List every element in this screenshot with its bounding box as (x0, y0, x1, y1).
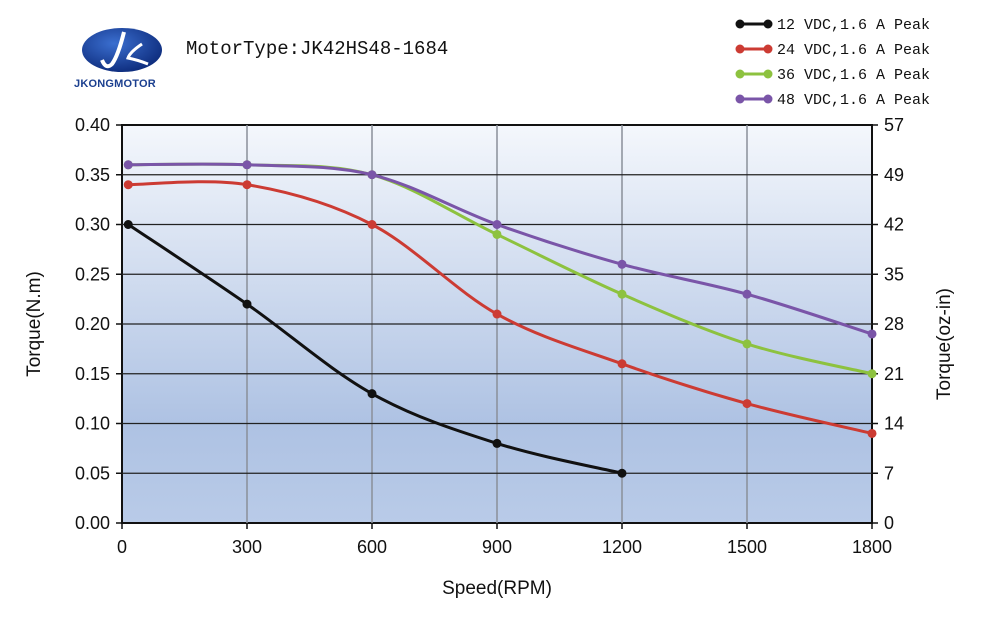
x-tick-label: 300 (232, 537, 262, 557)
data-point (867, 329, 877, 339)
data-point (742, 339, 752, 349)
y-tick-label: 0.20 (75, 314, 110, 334)
legend-marker (735, 19, 745, 29)
x-tick-label: 600 (357, 537, 387, 557)
y2-tick-label: 7 (884, 463, 894, 483)
data-point (617, 359, 627, 369)
x-tick-label: 1200 (602, 537, 642, 557)
y2-tick-label: 14 (884, 414, 904, 434)
y-tick-label: 0.30 (75, 215, 110, 235)
data-point (367, 170, 377, 180)
legend-entry: 48 VDC,1.6 A Peak (777, 92, 930, 109)
legend-entry: 24 VDC,1.6 A Peak (777, 42, 930, 59)
data-point (742, 399, 752, 409)
data-point (242, 160, 252, 170)
y-tick-label: 0.35 (75, 165, 110, 185)
y-tick-label: 0.10 (75, 414, 110, 434)
x-tick-label: 1800 (852, 537, 892, 557)
data-point (742, 289, 752, 299)
legend-marker (735, 69, 745, 79)
logo-text: JKONGMOTOR (74, 78, 156, 90)
y2-tick-label: 57 (884, 115, 904, 135)
chart-title: MotorType:JK42HS48-1684 (186, 38, 449, 60)
series-3 (123, 160, 877, 339)
data-point (867, 428, 877, 438)
y-tick-label: 0.25 (75, 264, 110, 284)
series-1 (123, 180, 877, 438)
data-point (367, 389, 377, 399)
y2-tick-label: 42 (884, 215, 904, 235)
y-tick-label: 0.00 (75, 513, 110, 533)
x-tick-label: 900 (482, 537, 512, 557)
data-point (242, 299, 252, 309)
legend-marker (763, 94, 773, 104)
data-point (492, 229, 502, 239)
data-point (242, 180, 252, 190)
data-point (123, 180, 133, 190)
y-axis-label: Torque(N.m) (24, 271, 45, 377)
data-point (617, 468, 627, 478)
legend-marker (763, 44, 773, 54)
data-point (123, 160, 133, 170)
x-tick-label: 0 (117, 537, 127, 557)
y2-tick-label: 49 (884, 165, 904, 185)
x-tick-label: 1500 (727, 537, 767, 557)
y2-tick-label: 35 (884, 264, 904, 284)
y2-tick-label: 21 (884, 364, 904, 384)
data-point (492, 309, 502, 319)
legend-marker (735, 44, 745, 54)
y-tick-label: 0.40 (75, 115, 110, 135)
data-point (123, 220, 133, 229)
data-point (492, 220, 502, 229)
legend-marker (735, 94, 745, 104)
data-point (492, 438, 502, 448)
data-point (617, 259, 627, 269)
legend-entry: 12 VDC,1.6 A Peak (777, 17, 930, 34)
legend-marker (763, 69, 773, 79)
y2-tick-label: 0 (884, 513, 894, 533)
data-point (367, 220, 377, 229)
y-tick-label: 0.05 (75, 463, 110, 483)
series-0 (123, 220, 627, 478)
data-point (617, 289, 627, 299)
legend-marker (763, 19, 773, 29)
y2-axis-label: Torque(oz-in) (934, 288, 955, 400)
x-axis-label: Speed(RPM) (442, 578, 552, 599)
y2-tick-label: 28 (884, 314, 904, 334)
data-point (867, 369, 877, 379)
legend-entry: 36 VDC,1.6 A Peak (777, 67, 930, 84)
jkongmotor-logo (82, 28, 162, 72)
y-tick-label: 0.15 (75, 364, 110, 384)
